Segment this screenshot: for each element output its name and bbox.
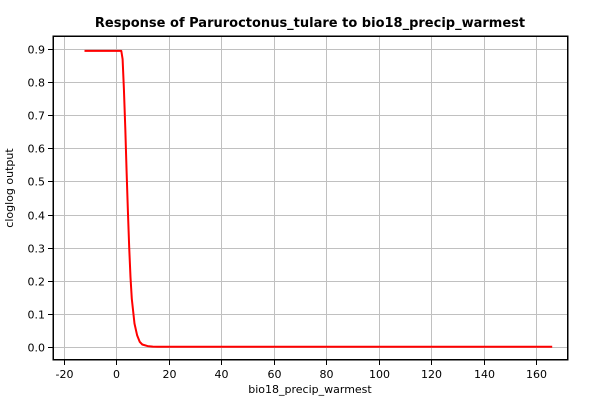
x-axis-label: bio18_precip_warmest: [248, 383, 372, 396]
y-tick-label: 0.5: [28, 176, 46, 189]
x-tick-label: 0: [113, 368, 120, 381]
y-tick-label: 0.7: [28, 110, 46, 123]
x-tick-label: 120: [421, 368, 442, 381]
y-tick-label: 0.9: [28, 44, 46, 57]
y-tick-label: 0.4: [28, 210, 46, 223]
chart-title: Response of Paruroctonus_tulare to bio18…: [95, 16, 525, 31]
x-tick-label: -20: [56, 368, 74, 381]
x-tick-label: 100: [369, 368, 390, 381]
plot-border: [53, 36, 568, 360]
x-axis-ticks: -20 0 20 40 60 80 100 120 140 160: [56, 360, 547, 381]
x-tick-label: 140: [474, 368, 495, 381]
series-layer: [84, 49, 553, 348]
x-tick-label: 40: [215, 368, 229, 381]
plot-area: [52, 35, 569, 361]
y-tick-label: 0.0: [28, 342, 46, 355]
y-tick-label: 0.1: [28, 309, 46, 322]
x-tick-label: 20: [163, 368, 177, 381]
y-tick-label: 0.2: [28, 276, 46, 289]
grid: [53, 36, 568, 360]
y-tick-label: 0.3: [28, 243, 46, 256]
y-axis-ticks: 0.0 0.1 0.2 0.3 0.4 0.5 0.6 0.7 0.8 0.9: [28, 44, 53, 355]
y-tick-label: 0.8: [28, 77, 46, 90]
x-tick-label: 60: [268, 368, 282, 381]
y-tick-label: 0.6: [28, 143, 46, 156]
response-curve: [84, 49, 553, 348]
x-tick-label: 80: [320, 368, 334, 381]
x-tick-label: 160: [526, 368, 547, 381]
y-axis-label: cloglog output: [3, 148, 16, 228]
